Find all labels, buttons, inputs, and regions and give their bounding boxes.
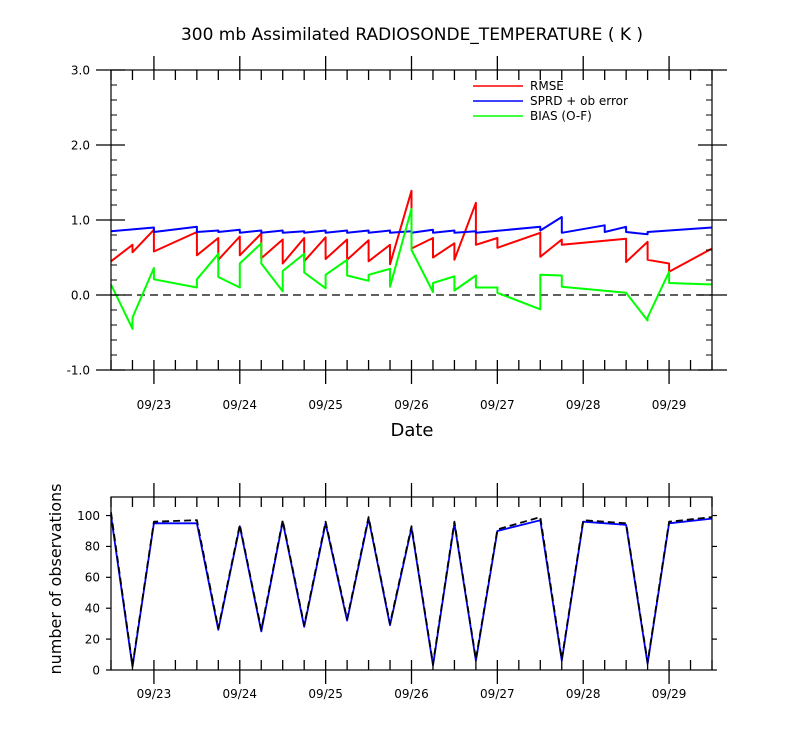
series-line-rmse bbox=[110, 189, 713, 273]
x-tick-label: 09/29 bbox=[652, 687, 687, 701]
series-line-observations-possible bbox=[110, 512, 713, 667]
legend-label-bias-o-f: BIAS (O-F) bbox=[530, 109, 592, 123]
observations-panel: 09/23 09/24 09/25 09/26 09/27 09/28 09/29 0 20 40… bbox=[77, 483, 717, 701]
x-axis-label: Date bbox=[390, 420, 433, 441]
y-tick-label: 40 bbox=[85, 602, 100, 616]
x-tick-label: 09/27 bbox=[480, 687, 515, 701]
series-line-sprd-ob-error bbox=[110, 216, 713, 236]
y-tick-label: 0 bbox=[92, 663, 100, 677]
x-tick-label: 09/28 bbox=[566, 398, 601, 412]
legend-label-rmse: RMSE bbox=[530, 79, 564, 93]
chart-title: 300 mb Assimilated RADIOSONDE_TEMPERATUR… bbox=[181, 25, 643, 45]
y-tick-label: 1.0 bbox=[71, 213, 90, 227]
x-tick-label: 09/23 bbox=[137, 398, 172, 412]
diagnostics-panel: 09/23 09/24 09/25 09/26 09/27 09/28 09/29 -1.0 0… bbox=[67, 56, 727, 412]
series-line-bias-o-f bbox=[110, 207, 713, 330]
x-tick-label: 09/23 bbox=[137, 687, 172, 701]
y-tick-label: 100 bbox=[77, 509, 100, 523]
x-tick-label: 09/28 bbox=[566, 687, 601, 701]
x-tick-label: 09/27 bbox=[480, 398, 515, 412]
y-tick-label: 20 bbox=[85, 632, 100, 646]
x-tick-label: 09/26 bbox=[394, 687, 429, 701]
x-tick-label: 09/29 bbox=[652, 398, 687, 412]
y-tick-label: 2.0 bbox=[71, 138, 90, 152]
series-line-observations-assimilated bbox=[110, 515, 713, 668]
legend-label-sprd-ob-error: SPRD + ob error bbox=[530, 94, 628, 108]
y-tick-label: 60 bbox=[85, 571, 100, 585]
y-tick-label: 80 bbox=[85, 540, 100, 554]
y-tick-label: 3.0 bbox=[71, 63, 90, 77]
y-tick-label: 0.0 bbox=[71, 288, 90, 302]
x-tick-label: 09/24 bbox=[222, 398, 257, 412]
y-tick-label: -1.0 bbox=[67, 363, 90, 377]
x-tick-label: 09/25 bbox=[308, 398, 343, 412]
x-tick-label: 09/24 bbox=[222, 687, 257, 701]
y-axis-label: number of observations bbox=[46, 484, 65, 675]
x-tick-label: 09/25 bbox=[308, 687, 343, 701]
x-tick-label: 09/26 bbox=[394, 398, 429, 412]
